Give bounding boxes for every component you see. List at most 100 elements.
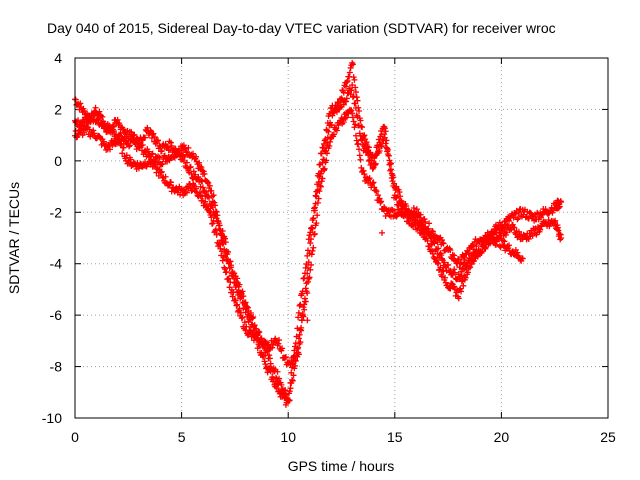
data-point-series-1 [381,125,388,132]
data-point-series-3 [244,311,251,318]
data-point-series-3 [298,317,305,324]
data-point-series-3 [192,171,199,178]
data-point-series-3 [219,227,226,234]
data-point-series-2 [116,137,123,144]
data-point-series-3 [309,225,316,232]
data-point-series-2 [464,269,471,276]
data-point-series-2 [118,140,125,147]
data-point-series-1 [292,340,299,347]
data-point-series-1 [343,79,350,86]
y-tick-label: -4 [50,256,63,272]
data-point-series-1 [426,220,433,227]
grid-lines [75,58,608,418]
data-point-series-1 [351,76,358,83]
data-point-series-1 [456,264,463,271]
data-point-series-1 [429,228,436,235]
data-point-series-3 [378,142,385,149]
data-point-series-2 [349,110,356,117]
data-point-series-3 [447,267,454,274]
data-point-series-2 [323,157,330,164]
data-point-series-1 [206,182,213,189]
data-point-series-3 [181,154,188,161]
data-point-series-3 [431,240,438,247]
data-point-series-1 [139,141,146,148]
data-point-series-3 [183,159,190,166]
data-point-series-2 [519,255,526,262]
data-point-series-2 [378,198,385,205]
data-point-series-3 [308,224,315,231]
data-point-series-3 [131,131,138,138]
x-tick-label: 5 [178,429,186,445]
data-point-series-2 [356,146,363,153]
data-point-series-3 [343,95,350,102]
data-point-series-3 [365,152,372,159]
data-point-series-1 [346,69,353,76]
data-point-series-3 [357,133,364,140]
data-point-series-2 [196,189,203,196]
data-point-series-2 [220,254,227,261]
data-point-series-3 [555,227,562,234]
data-point-series-3 [422,224,429,231]
data-point-series-3 [92,104,99,111]
data-point-series-2 [314,212,321,219]
data-point-series-2 [333,127,340,134]
data-point-series-1 [387,166,394,173]
data-point-series-2 [306,274,313,281]
data-point-series-3 [320,145,327,152]
data-point-series-3 [350,93,357,100]
data-point-series-3 [254,330,261,337]
data-point-series-3 [348,87,355,94]
data-point-series-3 [276,337,283,344]
data-point-series-1 [282,386,289,393]
data-point-series-1 [347,64,354,71]
data-point-series-2 [213,231,220,238]
x-tick-label: 0 [71,429,79,445]
data-point-series-3 [216,226,223,233]
data-point-series-2 [208,214,215,221]
data-point-series-4 [278,389,285,396]
data-point-series-1 [515,215,522,222]
data-point-series-3 [292,357,299,364]
data-point-series-1 [357,117,364,124]
y-tick-label: -6 [50,307,63,323]
data-point-series-2 [451,283,458,290]
data-point-series-3 [458,268,465,275]
data-point-series-1 [344,77,351,84]
data-point-series-2 [209,220,216,227]
y-tick-label: 2 [54,101,62,117]
data-point-series-3 [537,226,544,233]
y-tick-label: -2 [50,204,63,220]
data-point-series-1 [343,83,350,90]
data-point-series-3 [441,259,448,266]
data-point-series-3 [396,189,403,196]
data-point-series-2 [274,380,281,387]
data-point-series-2 [315,195,322,202]
data-point-series-3 [382,140,389,147]
data-point-series-2 [158,169,165,176]
data-point-series-2 [435,260,442,267]
data-point-series-3 [180,157,187,164]
data-point-series-2 [310,244,317,251]
data-point-series-2 [377,199,384,206]
data-point-series-2 [294,345,301,352]
y-tick-label: 0 [54,153,62,169]
data-point-series-2 [289,376,296,383]
data-point-series-3 [199,184,206,191]
data-point-series-3 [229,273,236,280]
plot-frame [74,57,609,419]
data-point-series-3 [312,192,319,199]
data-point-series-3 [435,245,442,252]
data-point-series-2 [167,179,174,186]
data-point-series-3 [383,144,390,151]
data-point-series-3 [413,214,420,221]
data-point-series-3 [313,188,320,195]
data-point-series-1 [286,388,293,395]
data-point-series-2 [393,213,400,220]
data-point-series-2 [309,247,316,254]
data-point-series-1 [465,250,472,257]
data-point-series-3 [410,213,417,220]
data-point-series-3 [300,304,307,311]
data-point-series-2 [286,397,293,404]
data-point-series-3 [306,250,313,257]
